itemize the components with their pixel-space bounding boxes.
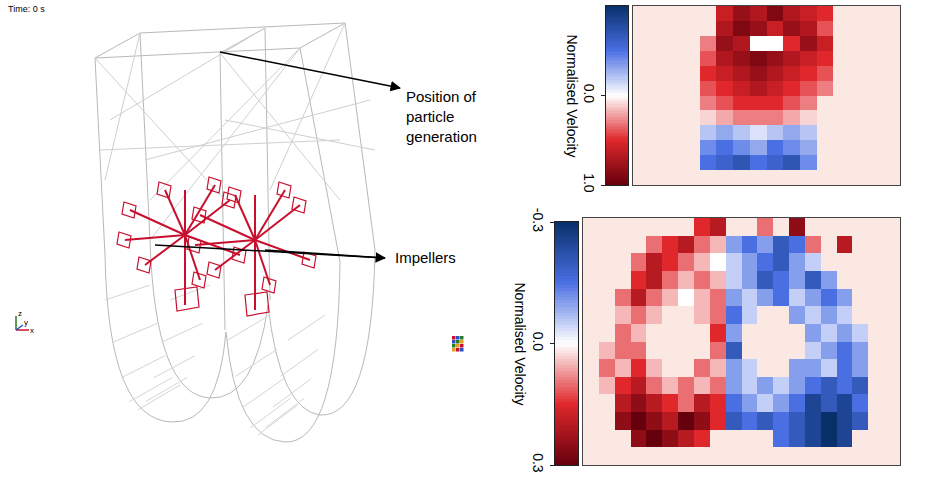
svg-text:0.3: 0.3 xyxy=(530,453,546,473)
svg-text:Normalised Velocity: Normalised Velocity xyxy=(512,283,528,406)
svg-text:Impellers: Impellers xyxy=(395,249,456,266)
svg-text:1.0: 1.0 xyxy=(581,173,597,193)
svg-text:z: z xyxy=(18,309,22,318)
svg-text:Time: 0 s: Time: 0 s xyxy=(8,4,45,14)
svg-text:Position ofparticlegeneration: Position ofparticlegeneration xyxy=(406,88,477,145)
svg-text:0.0: 0.0 xyxy=(581,84,597,104)
svg-text:-0.3: -0.3 xyxy=(530,208,546,232)
svg-text:0.0: 0.0 xyxy=(530,332,546,352)
svg-text:x: x xyxy=(30,326,34,335)
svg-text:y: y xyxy=(24,318,28,327)
svg-text:Normalised Velocity: Normalised Velocity xyxy=(564,35,580,158)
